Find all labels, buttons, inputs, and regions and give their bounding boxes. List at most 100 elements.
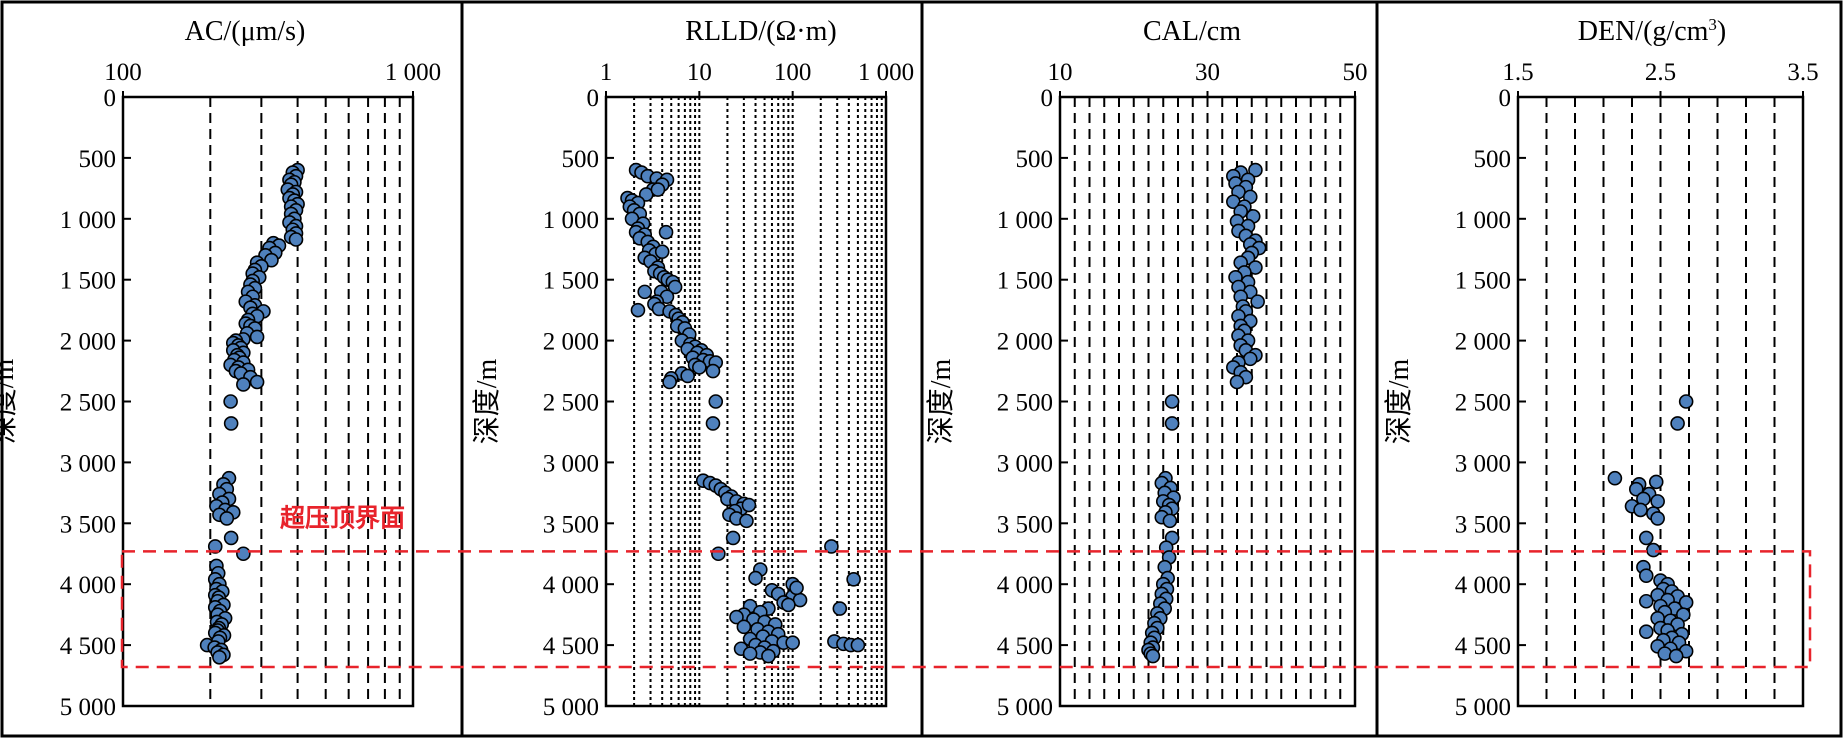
y-tick-label: 1 000 xyxy=(543,207,599,234)
data-point xyxy=(1164,394,1180,409)
x-tick-label: 1 000 xyxy=(385,59,441,86)
data-point xyxy=(742,646,758,661)
data-point xyxy=(223,530,239,546)
y-tick-label: 4 500 xyxy=(60,633,116,660)
data-point xyxy=(1162,513,1178,529)
overpressure-top-label: 超压顶界面 xyxy=(280,503,405,532)
y-tick-label: 0 xyxy=(1499,85,1512,112)
y-tick-label: 2 000 xyxy=(997,329,1053,356)
y-tick-label: 1 500 xyxy=(997,268,1053,295)
x-tick-label: 30 xyxy=(1195,59,1220,86)
y-tick-label: 0 xyxy=(587,85,600,112)
data-points xyxy=(620,162,866,664)
data-points xyxy=(1141,162,1267,664)
y-tick-label: 4 500 xyxy=(543,633,599,660)
track-title: CAL/cm xyxy=(1143,16,1241,47)
data-point xyxy=(692,360,707,375)
y-tick-label: 1 500 xyxy=(1455,268,1511,295)
data-point xyxy=(1633,502,1648,518)
data-point xyxy=(1678,394,1694,409)
data-point xyxy=(207,539,223,554)
data-point xyxy=(223,394,238,409)
y-tick-label: 5 000 xyxy=(997,694,1053,721)
y-tick-label: 4 000 xyxy=(997,572,1053,599)
data-point xyxy=(249,374,265,390)
y-tick-label: 1 000 xyxy=(60,207,116,234)
x-tick-label: 1 xyxy=(600,59,613,86)
x-tick-label: 10 xyxy=(687,59,712,86)
y-tick-label: 4 000 xyxy=(60,572,116,599)
y-tick-label: 3 000 xyxy=(60,450,116,477)
data-point xyxy=(705,416,721,431)
y-tick-label: 3 000 xyxy=(543,450,599,477)
data-point xyxy=(1229,374,1245,390)
data-point xyxy=(1648,474,1664,490)
y-tick-label: 4 500 xyxy=(1455,633,1511,660)
data-point xyxy=(824,539,839,554)
y-tick-label: 4 000 xyxy=(1455,572,1511,599)
data-point xyxy=(662,374,677,390)
y-tick-label: 3 000 xyxy=(1455,450,1511,477)
y-tick-label: 1 500 xyxy=(543,268,599,295)
data-point xyxy=(288,232,304,247)
data-point xyxy=(680,368,695,384)
y-tick-label: 2 500 xyxy=(1455,390,1511,417)
y-tick-label: 2 500 xyxy=(60,390,116,417)
data-point xyxy=(761,648,776,664)
y-tick-label: 2 000 xyxy=(543,329,599,356)
data-point xyxy=(725,530,741,546)
x-tick-label: 10 xyxy=(1048,59,1073,86)
y-axis-label: 深度/m xyxy=(925,359,957,445)
track-4: DEN/(g/cm3) 1.5 2.5 3.5 0 500 1 000 1 500 2 000 2… xyxy=(1375,2,1819,736)
data-point xyxy=(1248,162,1263,178)
y-tick-label: 3 500 xyxy=(997,511,1053,538)
x-tick-label: 2.5 xyxy=(1645,59,1676,86)
data-point xyxy=(739,513,754,529)
y-tick-label: 5 000 xyxy=(543,694,599,721)
y-tick-label: 2 500 xyxy=(997,390,1053,417)
data-point xyxy=(223,416,239,431)
data-points xyxy=(199,162,305,665)
y-tick-label: 500 xyxy=(1474,146,1512,173)
x-tick-label: 1 000 xyxy=(858,59,914,86)
y-tick-label: 500 xyxy=(562,146,600,173)
track-2: RLLD/(Ω·m) 1 10 100 1 000 0 500 1 000 1 500 2 000… xyxy=(460,2,914,736)
data-point xyxy=(650,182,666,197)
data-point xyxy=(637,284,653,300)
y-tick-label: 4 500 xyxy=(997,633,1053,660)
y-tick-label: 0 xyxy=(1041,85,1054,112)
y-axis-label: 深度/m xyxy=(471,359,503,445)
x-tick-label: 3.5 xyxy=(1787,59,1818,86)
data-point xyxy=(1250,294,1265,309)
y-tick-label: 2 500 xyxy=(543,390,599,417)
data-point xyxy=(741,497,757,513)
data-point xyxy=(785,635,800,650)
data-point xyxy=(1242,351,1258,367)
data-point xyxy=(236,377,251,392)
data-point xyxy=(1670,416,1685,431)
x-tick-label: 50 xyxy=(1343,59,1368,86)
x-tick-label: 1.5 xyxy=(1502,59,1533,86)
y-tick-label: 5 000 xyxy=(60,694,116,721)
y-axis-label: 深度/m xyxy=(0,359,20,445)
data-point xyxy=(654,244,670,259)
data-point xyxy=(1650,494,1665,509)
y-tick-label: 1 000 xyxy=(1455,207,1511,234)
y-tick-label: 5 000 xyxy=(1455,694,1511,721)
data-point xyxy=(789,580,804,596)
data-point xyxy=(729,609,744,625)
data-point xyxy=(1607,470,1623,486)
data-point xyxy=(1628,481,1644,497)
track-1: AC/(μm/s) 100 1 000 0 500 1 000 1 500 2 000 2 50… xyxy=(0,16,441,721)
data-point xyxy=(1668,648,1684,664)
data-point xyxy=(705,363,721,379)
data-point xyxy=(832,601,848,616)
y-tick-label: 1 500 xyxy=(60,268,116,295)
y-tick-label: 2 000 xyxy=(60,329,116,356)
data-point xyxy=(1145,648,1161,664)
data-point xyxy=(748,570,763,586)
data-point xyxy=(736,619,752,635)
data-point xyxy=(1638,530,1654,546)
